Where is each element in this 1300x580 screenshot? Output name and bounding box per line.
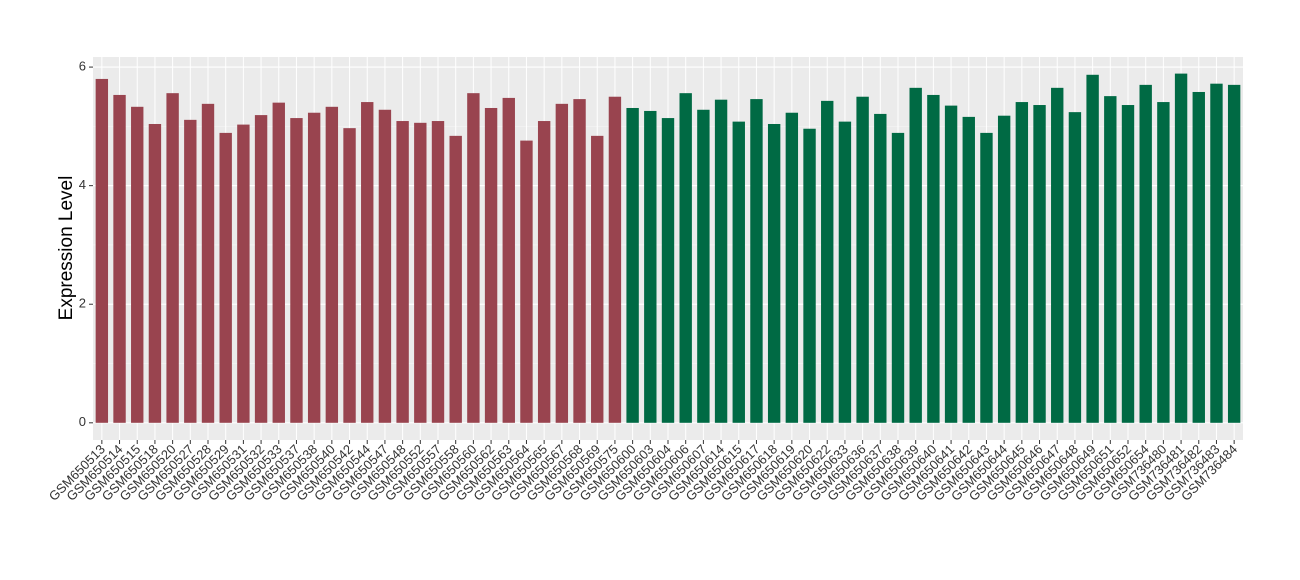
bar [131, 106, 144, 423]
bar [290, 118, 303, 423]
bar [148, 123, 162, 423]
bar [219, 132, 232, 423]
bar [555, 103, 569, 423]
bar [95, 78, 109, 423]
bar [272, 102, 285, 423]
bar [750, 99, 763, 423]
bar [909, 87, 922, 423]
bar [644, 110, 657, 423]
bar [1210, 83, 1223, 423]
bar [361, 102, 374, 423]
bar [343, 128, 356, 423]
bar [821, 100, 834, 423]
bar [166, 93, 179, 423]
bar [378, 109, 392, 423]
bar [856, 96, 869, 423]
y-tick-label: 2 [79, 296, 86, 311]
bar [254, 115, 268, 423]
bar [184, 119, 197, 423]
bar [201, 103, 215, 423]
bar [1104, 96, 1117, 423]
y-axis-label: Expression Level [56, 176, 77, 321]
bar [396, 121, 409, 423]
bar [997, 115, 1011, 423]
bar [1139, 84, 1152, 423]
bar [944, 105, 958, 423]
bar [714, 99, 728, 423]
bar [520, 140, 533, 423]
bar [1086, 74, 1099, 423]
bar [307, 112, 321, 423]
bar [732, 121, 745, 423]
bar [484, 107, 498, 423]
bar [927, 94, 940, 423]
bar [661, 118, 675, 423]
bar [803, 128, 816, 423]
bar [767, 123, 781, 423]
bar [1192, 91, 1205, 423]
bar [1227, 84, 1241, 423]
bar [891, 132, 905, 423]
bar [113, 94, 126, 423]
bar [414, 122, 427, 423]
bar [431, 121, 445, 423]
bar [697, 109, 710, 423]
bar [591, 135, 604, 423]
y-tick-label: 4 [79, 177, 86, 192]
bar [1033, 105, 1046, 423]
bar [626, 107, 639, 423]
bar [1174, 73, 1188, 423]
bar [325, 106, 339, 423]
bar [1015, 102, 1029, 423]
bar [874, 113, 887, 423]
bar [467, 93, 480, 423]
y-tick-label: 6 [79, 59, 86, 74]
bar [608, 96, 622, 423]
bar [502, 97, 515, 423]
bar [449, 135, 462, 423]
bar [785, 112, 799, 423]
bar [1121, 105, 1135, 423]
bar [962, 116, 975, 423]
bar [838, 121, 852, 423]
bar [1157, 102, 1170, 423]
y-tick-label: 0 [79, 414, 86, 429]
bar [237, 124, 250, 423]
bar [573, 99, 586, 423]
bar [980, 132, 993, 423]
bar [537, 121, 551, 423]
bar [1051, 87, 1064, 423]
bar [679, 93, 692, 423]
bar [1068, 112, 1082, 423]
